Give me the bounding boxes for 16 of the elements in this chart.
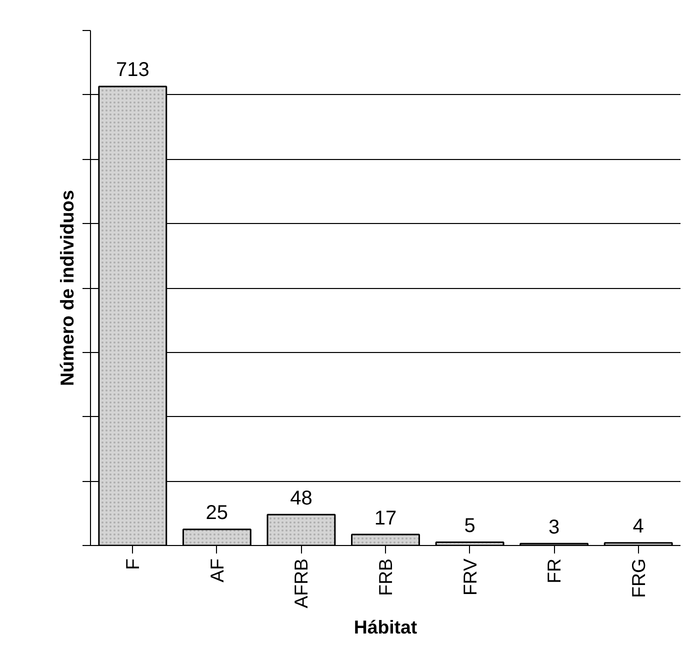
x-tick-label: FRB [375, 558, 396, 596]
data-label: 4 [632, 516, 644, 538]
data-label: 25 [206, 502, 228, 524]
x-tick-label: FRV [459, 558, 480, 596]
x-tick-label: AF [206, 558, 228, 582]
data-label: 17 [374, 507, 397, 530]
y-axis-title: Número de individuos [56, 190, 78, 386]
data-label: 48 [290, 487, 312, 510]
x-tick-label: FRG [628, 558, 649, 598]
x-tick-label: AFRB [290, 558, 312, 608]
data-label: 5 [464, 514, 476, 537]
x-tick-label: F [122, 558, 144, 570]
x-axis-title: Hábitat [354, 616, 418, 638]
data-label: 3 [548, 516, 560, 538]
data-label: 713 [116, 59, 150, 82]
x-tick-label: FR [544, 558, 565, 584]
